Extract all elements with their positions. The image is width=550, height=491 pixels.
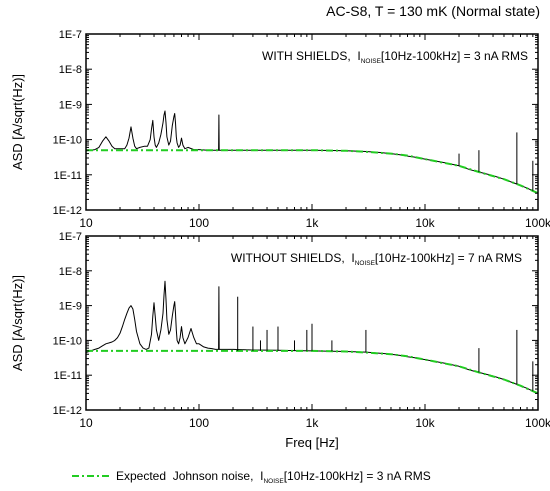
bottom-panel-ylabel: ASD [A/sqrt(Hz)]	[10, 275, 25, 371]
top-panel-johnson-noise-line	[86, 149, 539, 195]
bottom-panel-annotation: WITHOUT SHIELDS, INOISE[10Hz-100kHz] = 7…	[231, 251, 522, 267]
top-panel-measured-asd-line	[85, 110, 539, 194]
top-panel-x-tick-label: 1k	[306, 216, 320, 230]
top-panel-y-tick-label: 1E-7	[59, 29, 82, 41]
bottom-panel-y-tick-label: 1E-8	[59, 266, 82, 278]
x-axis-label: Freq [Hz]	[285, 435, 338, 450]
top-panel-x-tick-label: 10k	[415, 216, 435, 230]
bottom-panel-measured-asd-line	[85, 280, 539, 394]
bottom-panel-y-tick-label: 1E-10	[53, 335, 82, 347]
figure-title: AC-S8, T = 130 mK (Normal state)	[326, 3, 540, 19]
bottom-panel-x-tick-label: 1k	[306, 416, 320, 430]
legend: Expected Johnson noise, INOISE[10Hz-100k…	[72, 469, 431, 485]
bottom-panel-x-tick-label: 10	[79, 416, 93, 430]
top-panel-y-tick-label: 1E-11	[53, 170, 82, 182]
top-panel-x-tick-label: 100	[189, 216, 209, 230]
top-panel-ylabel: ASD [A/sqrt(Hz)]	[10, 74, 25, 170]
top-panel: 10 100 1k 10k 100k 1E-12 1E-11 1E-10 1E-9 1E-8 1E-…	[10, 29, 550, 230]
top-panel-y-tick-label: 1E-8	[59, 64, 82, 76]
top-panel-y-tick-label: 1E-10	[53, 135, 82, 147]
top-panel-x-tick-label: 100k	[525, 216, 550, 230]
top-panel-y-tick-label: 1E-9	[59, 99, 82, 111]
bottom-panel-x-tick-label: 100	[189, 416, 209, 430]
top-panel-y-tick-label: 1E-12	[53, 205, 82, 217]
bottom-panel-x-tick-label: 10k	[415, 416, 435, 430]
top-panel-annotation: WITH SHIELDS, INOISE[10Hz-100kHz] = 3 nA…	[262, 49, 528, 65]
bottom-panel-x-tick-label: 100k	[525, 416, 550, 430]
bottom-panel-y-tick-label: 1E-9	[59, 301, 82, 313]
bottom-panel-y-tick-label: 1E-11	[53, 370, 82, 382]
bottom-panel-y-tick-label: 1E-7	[59, 231, 82, 243]
bottom-panel-johnson-noise-line	[86, 349, 539, 395]
legend-label: Expected Johnson noise, INOISE[10Hz-100k…	[116, 469, 431, 485]
bottom-panel-y-tick-label: 1E-12	[53, 405, 82, 417]
bottom-panel: 10 100 1k 10k 100k 1E-12 1E-11 1E-10 1E-9 1E-8 1E-…	[10, 231, 550, 450]
top-panel-x-tick-label: 10	[79, 216, 93, 230]
